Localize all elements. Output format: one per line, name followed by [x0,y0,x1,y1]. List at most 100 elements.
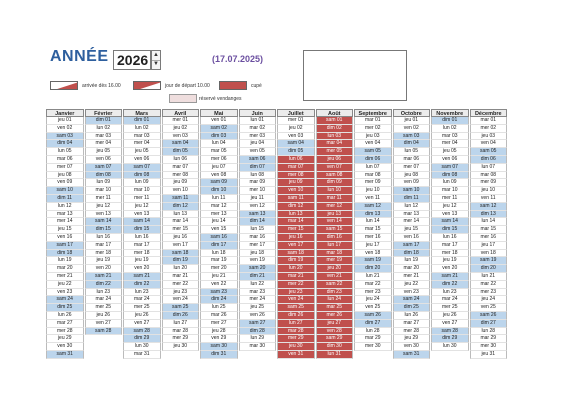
day-cell[interactable]: ven 14 [315,218,353,227]
day-cell[interactable]: mar 07 [161,163,199,172]
day-cell[interactable]: mer 06 [200,155,238,164]
day-cell[interactable]: mer 13 [200,210,238,219]
day-cell[interactable]: sam 04 [161,140,199,149]
day-cell[interactable]: jeu 05 [123,148,161,156]
day-cell[interactable]: lun 21 [354,272,392,281]
day-cell[interactable]: mar 23 [238,288,276,297]
day-cell[interactable]: mer 14 [392,218,430,227]
day-cell[interactable]: ven 25 [469,304,507,312]
day-cell[interactable]: jeu 16 [277,233,315,242]
day-cell[interactable]: dim 22 [123,280,161,289]
day-cell[interactable]: jeu 16 [161,233,199,242]
day-cell[interactable]: sam 28 [123,327,161,336]
day-cell[interactable]: dim 19 [161,257,199,266]
day-cell[interactable]: jeu 19 [84,257,122,266]
day-cell[interactable]: ven 12 [238,202,276,211]
day-cell[interactable]: ven 24 [161,296,199,305]
day-cell[interactable]: jeu 10 [469,187,507,195]
day-cell[interactable]: ven 04 [354,140,392,149]
day-cell[interactable]: mer 16 [469,233,507,242]
day-cell[interactable]: mar 17 [84,241,122,250]
day-cell[interactable]: sam 14 [84,218,122,227]
day-cell[interactable]: mer 29 [277,335,315,344]
day-cell[interactable]: lun 12 [392,202,430,211]
notes-box[interactable] [303,50,407,101]
day-cell[interactable]: mer 28 [392,327,430,336]
day-cell[interactable]: mer 28 [46,327,84,336]
day-cell[interactable]: dim 07 [238,163,276,172]
day-cell[interactable]: mar 27 [392,319,430,328]
day-cell[interactable]: mer 18 [84,249,122,258]
day-cell[interactable]: dim 01 [123,117,161,125]
day-cell[interactable]: jeu 15 [392,226,430,234]
day-cell[interactable]: jeu 23 [277,288,315,297]
day-cell[interactable]: ven 06 [84,155,122,164]
day-cell[interactable]: ven 30 [46,343,84,351]
day-cell[interactable]: dim 13 [354,210,392,219]
day-cell[interactable]: lun 07 [354,163,392,172]
day-cell[interactable]: sam 02 [200,124,238,133]
day-cell[interactable]: ven 27 [431,319,469,328]
day-cell[interactable]: sam 13 [238,210,276,219]
day-cell[interactable]: dim 05 [161,148,199,156]
day-cell[interactable]: lun 07 [469,163,507,172]
day-cell[interactable]: mar 29 [354,335,392,344]
day-cell[interactable]: sam 03 [46,132,84,141]
day-cell[interactable]: dim 20 [354,265,392,273]
day-cell[interactable]: mer 30 [469,343,507,351]
day-cell[interactable]: ven 30 [392,343,430,351]
day-cell[interactable]: mar 03 [84,132,122,141]
day-cell[interactable]: dim 30 [315,343,353,351]
day-cell[interactable]: mar 15 [354,226,392,234]
day-cell[interactable]: lun 27 [277,319,315,328]
day-cell[interactable]: jeu 14 [200,218,238,227]
day-cell[interactable]: mar 28 [277,327,315,336]
day-cell[interactable]: mar 31 [123,350,161,359]
day-cell[interactable]: ven 07 [315,163,353,172]
day-cell[interactable]: mar 03 [431,132,469,141]
day-cell[interactable]: dim 01 [84,117,122,125]
day-cell[interactable]: lun 27 [161,319,199,328]
day-cell[interactable]: mer 21 [392,272,430,281]
day-cell[interactable]: lun 28 [469,327,507,336]
day-cell[interactable]: jeu 12 [431,202,469,211]
day-cell[interactable]: lun 16 [431,233,469,242]
day-cell[interactable]: mer 02 [469,124,507,133]
day-cell[interactable]: mer 04 [431,140,469,149]
day-cell[interactable]: jeu 09 [161,179,199,188]
day-cell[interactable]: sam 06 [238,155,276,164]
day-cell[interactable]: dim 26 [161,311,199,320]
day-cell[interactable]: mer 11 [431,194,469,203]
day-cell[interactable]: sam 07 [431,163,469,172]
day-cell[interactable]: lun 20 [277,265,315,273]
day-cell[interactable]: ven 29 [200,335,238,344]
day-cell[interactable]: jeu 13 [315,210,353,219]
day-cell[interactable]: sam 18 [161,249,199,258]
day-cell[interactable]: jeu 30 [161,343,199,351]
day-cell[interactable]: mer 25 [123,304,161,312]
day-cell[interactable]: ven 03 [277,132,315,141]
day-cell[interactable]: sam 09 [200,179,238,188]
day-cell[interactable]: lun 19 [392,257,430,266]
day-cell[interactable]: sam 19 [469,257,507,266]
day-cell[interactable]: jeu 23 [161,288,199,297]
day-cell[interactable]: lun 09 [431,179,469,188]
day-cell[interactable]: ven 10 [277,187,315,195]
day-cell[interactable]: mar 01 [354,117,392,125]
day-cell[interactable]: mer 22 [161,280,199,289]
day-cell[interactable]: dim 17 [200,241,238,250]
day-cell[interactable]: ven 11 [469,194,507,203]
day-cell[interactable]: mer 02 [354,124,392,133]
day-cell[interactable]: lun 19 [46,257,84,266]
day-cell[interactable]: dim 11 [46,194,84,203]
day-cell[interactable]: mar 11 [315,194,353,203]
day-cell[interactable]: ven 16 [46,233,84,242]
day-cell[interactable]: dim 09 [315,179,353,188]
day-cell[interactable]: mer 01 [161,117,199,125]
day-cell[interactable]: dim 15 [431,226,469,234]
day-cell[interactable]: mar 07 [277,163,315,172]
day-cell[interactable]: ven 20 [84,265,122,273]
day-cell[interactable]: ven 04 [469,140,507,149]
day-cell[interactable]: mar 21 [161,272,199,281]
day-cell[interactable]: mar 10 [123,187,161,195]
